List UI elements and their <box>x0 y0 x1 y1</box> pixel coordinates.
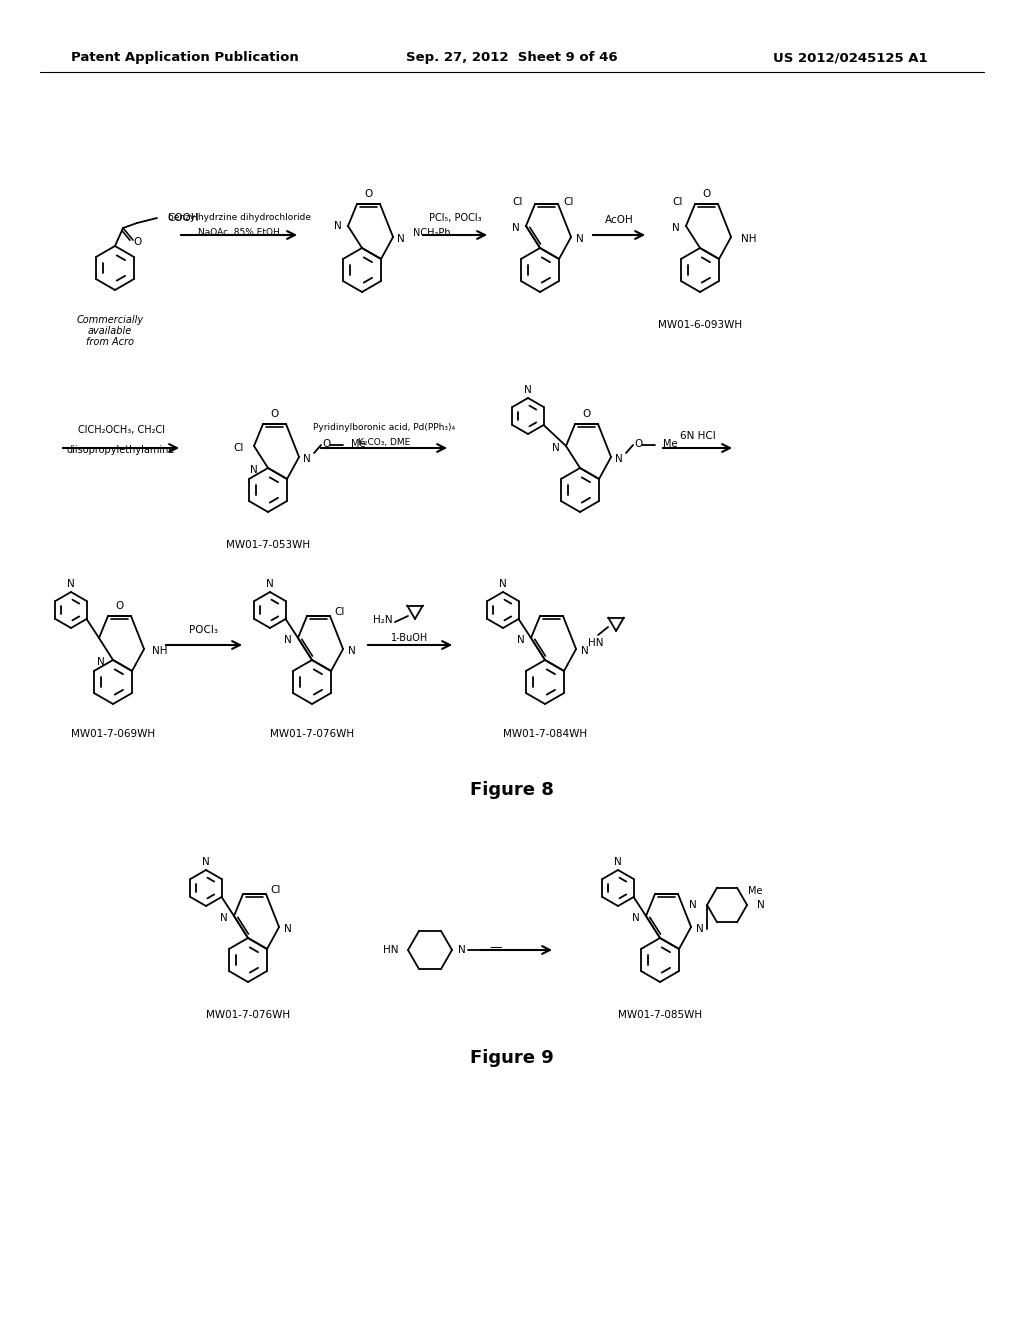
Text: HN: HN <box>383 945 398 954</box>
Text: N: N <box>303 454 311 465</box>
Text: available: available <box>88 326 132 337</box>
Text: N: N <box>512 223 520 234</box>
Text: NaOAc, 85% EtOH: NaOAc, 85% EtOH <box>198 228 280 238</box>
Text: MW01-7-076WH: MW01-7-076WH <box>206 1010 290 1020</box>
Text: N: N <box>524 385 531 395</box>
Text: N: N <box>614 857 622 867</box>
Text: NH: NH <box>152 645 168 656</box>
Text: N: N <box>552 444 560 453</box>
Text: MW01-7-085WH: MW01-7-085WH <box>617 1010 702 1020</box>
Text: Figure 8: Figure 8 <box>470 781 554 799</box>
Text: Cl: Cl <box>563 197 573 207</box>
Text: N: N <box>97 657 104 667</box>
Text: N: N <box>348 645 356 656</box>
Text: N: N <box>517 635 525 645</box>
Text: Me: Me <box>664 440 678 449</box>
Text: from Acro: from Acro <box>86 337 134 347</box>
Text: N: N <box>672 223 680 234</box>
Text: N: N <box>68 579 75 589</box>
Text: N: N <box>615 454 623 465</box>
Text: N: N <box>284 635 292 645</box>
Text: Sep. 27, 2012  Sheet 9 of 46: Sep. 27, 2012 Sheet 9 of 46 <box>407 51 617 65</box>
Text: N: N <box>632 913 640 923</box>
Text: NCH₂Ph: NCH₂Ph <box>413 228 451 238</box>
Text: MW01-7-069WH: MW01-7-069WH <box>71 729 155 739</box>
Text: O: O <box>583 409 591 418</box>
Text: N: N <box>458 945 466 954</box>
Text: PCl₅, POCl₃: PCl₅, POCl₃ <box>429 213 481 223</box>
Text: N: N <box>499 579 507 589</box>
Text: —: — <box>489 941 502 954</box>
Text: N: N <box>220 913 228 923</box>
Text: O: O <box>322 440 330 449</box>
Text: N: N <box>577 234 584 244</box>
Text: N: N <box>582 645 589 656</box>
Text: diisopropylethylamine: diisopropylethylamine <box>67 445 175 455</box>
Text: N: N <box>397 234 404 244</box>
Text: N: N <box>202 857 210 867</box>
Text: O: O <box>116 601 124 611</box>
Text: N: N <box>285 924 292 935</box>
Text: H₂N: H₂N <box>374 615 393 624</box>
Text: Cl: Cl <box>233 444 244 453</box>
Text: N: N <box>334 220 342 231</box>
Text: 6N HCl: 6N HCl <box>680 432 716 441</box>
Text: MW01-6-093WH: MW01-6-093WH <box>658 319 742 330</box>
Text: MW01-7-076WH: MW01-7-076WH <box>270 729 354 739</box>
Text: N: N <box>250 465 258 475</box>
Text: N: N <box>689 900 697 909</box>
Text: O: O <box>365 189 373 199</box>
Text: Patent Application Publication: Patent Application Publication <box>71 51 299 65</box>
Text: Commercially: Commercially <box>77 315 143 325</box>
Text: Cl: Cl <box>673 197 683 207</box>
Text: MW01-7-084WH: MW01-7-084WH <box>503 729 587 739</box>
Text: Figure 9: Figure 9 <box>470 1049 554 1067</box>
Text: O: O <box>133 238 141 247</box>
Text: Cl: Cl <box>334 607 344 616</box>
Text: O: O <box>702 189 711 199</box>
Text: US 2012/0245125 A1: US 2012/0245125 A1 <box>773 51 928 65</box>
Text: benzylhydrzine dihydrochloride: benzylhydrzine dihydrochloride <box>168 214 310 223</box>
Text: MW01-7-053WH: MW01-7-053WH <box>226 540 310 550</box>
Text: Cl: Cl <box>270 884 281 895</box>
Text: Me: Me <box>748 886 762 896</box>
Text: POCl₃: POCl₃ <box>189 624 218 635</box>
Text: N: N <box>757 900 765 909</box>
Text: Me: Me <box>351 440 366 449</box>
Text: NH: NH <box>741 234 757 244</box>
Text: O: O <box>270 409 279 418</box>
Text: O: O <box>634 440 642 449</box>
Text: HN: HN <box>588 638 603 648</box>
Text: Pyridinylboronic acid, Pd(PPh₃)₄: Pyridinylboronic acid, Pd(PPh₃)₄ <box>313 424 455 433</box>
Text: AcOH: AcOH <box>604 215 634 224</box>
Text: ClCH₂OCH₃, CH₂Cl: ClCH₂OCH₃, CH₂Cl <box>78 425 165 436</box>
Text: N: N <box>696 924 703 935</box>
Text: N: N <box>266 579 273 589</box>
Text: 1-BuOH: 1-BuOH <box>391 634 429 643</box>
Text: Cl: Cl <box>513 197 523 207</box>
Text: K₂CO₃, DME: K₂CO₃, DME <box>357 438 411 447</box>
Text: COOH: COOH <box>167 213 199 223</box>
